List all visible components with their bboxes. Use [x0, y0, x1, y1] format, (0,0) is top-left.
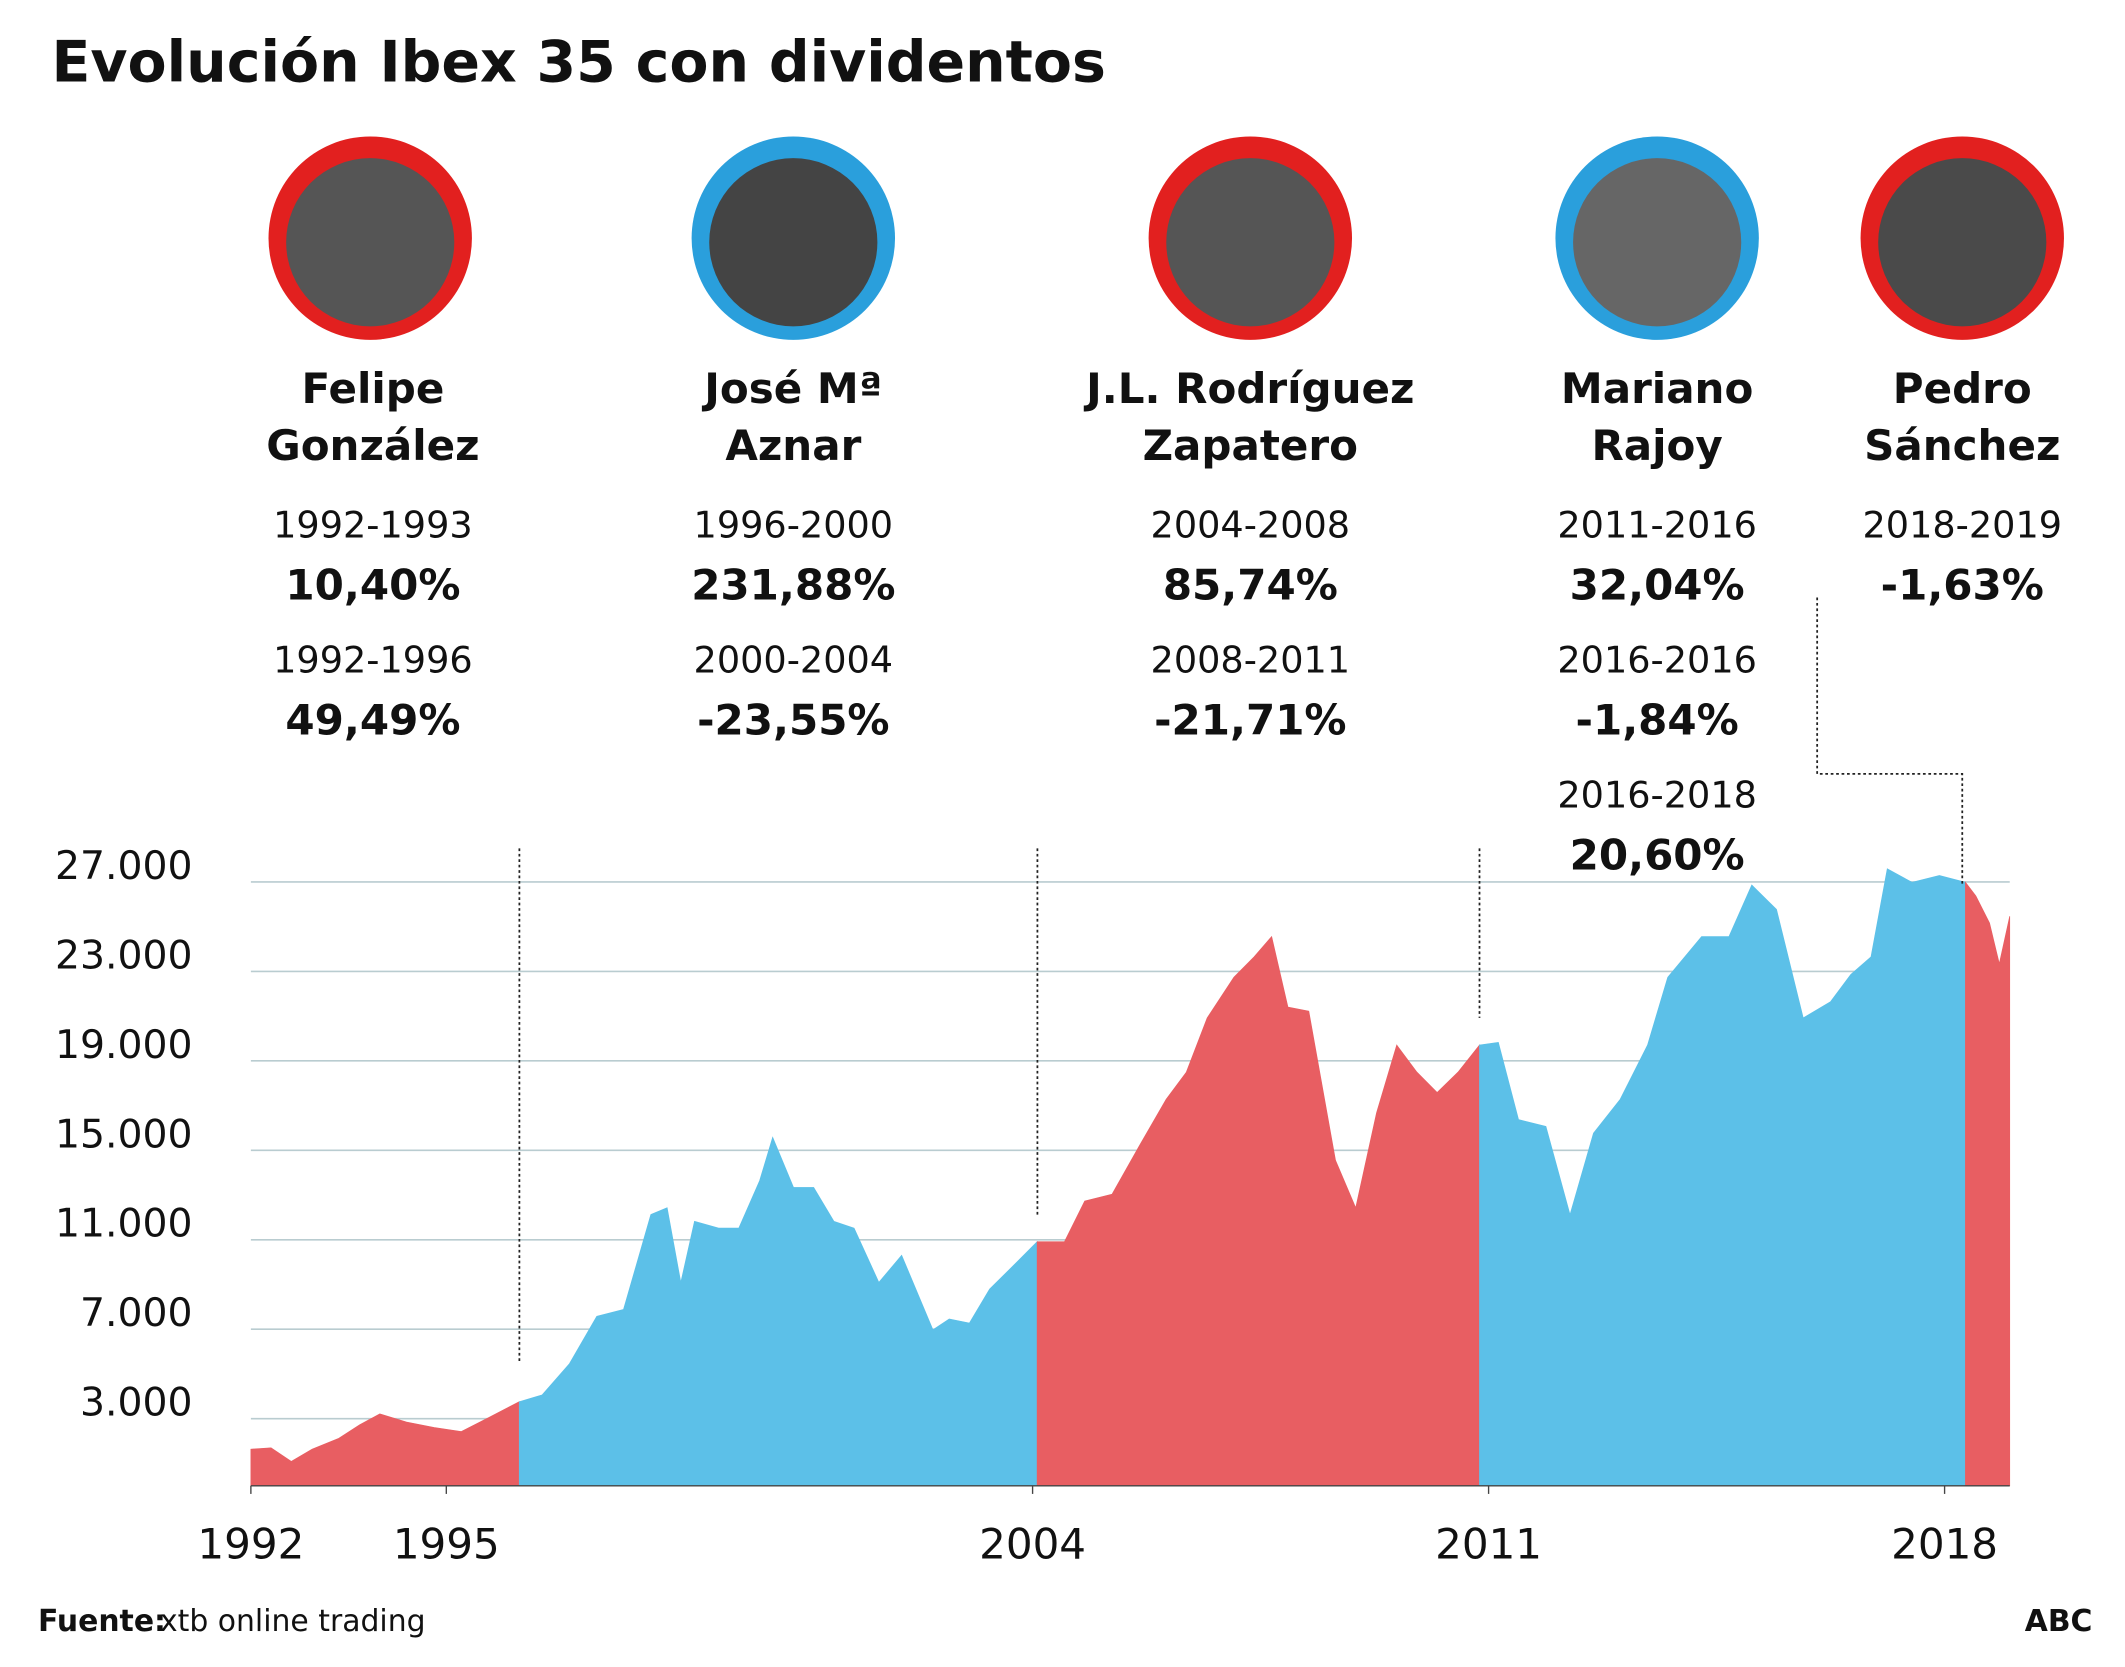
portraits	[268, 136, 2064, 340]
y-tick-label: 19.000	[55, 1023, 193, 1068]
divider	[1816, 597, 1964, 886]
x-tick-label: 1995	[393, 1519, 500, 1568]
change: -23,55%	[697, 695, 889, 744]
politician-name: Pedro	[1893, 364, 2032, 413]
government-labels: Felipe González 1992-1993 10,40% 1992-1996 49…	[266, 364, 2062, 879]
x-tick-label: 2011	[1435, 1519, 1542, 1568]
politician-name: González	[266, 421, 479, 470]
portrait	[286, 158, 455, 327]
politician-name: Aznar	[725, 421, 861, 470]
change: 85,74%	[1163, 561, 1338, 610]
period: 1996-2000	[694, 504, 894, 547]
period: 2000-2004	[694, 638, 894, 681]
source: xtb online trading	[160, 1604, 426, 1639]
politician-name: Zapatero	[1143, 421, 1358, 470]
x-tick-label: 1992	[197, 1519, 304, 1568]
change: 32,04%	[1570, 561, 1745, 610]
y-tick-label: 23.000	[55, 933, 193, 978]
politician-name: J.L. Rodríguez	[1083, 364, 1414, 413]
dividers	[518, 597, 1964, 1364]
area	[518, 1136, 1038, 1487]
y-tick-label: 3.000	[80, 1381, 193, 1426]
change: -1,84%	[1576, 695, 1739, 744]
politician-name: Felipe	[301, 364, 444, 413]
period: 2004-2008	[1151, 504, 1351, 547]
change: -21,71%	[1154, 695, 1346, 744]
politician-name: José Mª	[701, 364, 882, 413]
period: 2016-2016	[1557, 638, 1757, 681]
area	[250, 1401, 520, 1487]
area	[1965, 881, 2011, 1487]
period: 1992-1996	[273, 638, 473, 681]
source-label: Fuente:	[38, 1604, 166, 1639]
x-tick-label: 2018	[1891, 1519, 1998, 1568]
period: 2008-2011	[1151, 638, 1351, 681]
period: 2018-2019	[1862, 504, 2062, 547]
change: 20,60%	[1570, 830, 1745, 879]
plot: 3.000 7.000 11.000 15.000 19.000 23.000 27.000…	[55, 844, 2011, 1568]
area	[1036, 935, 1480, 1487]
politician-name: Mariano	[1561, 364, 1753, 413]
politician-name: Rajoy	[1591, 421, 1722, 470]
portrait	[1166, 158, 1335, 327]
period: 2016-2018	[1557, 773, 1757, 816]
change: 10,40%	[285, 561, 460, 610]
y-tick-label: 27.000	[55, 844, 193, 889]
change: 49,49%	[285, 695, 460, 744]
portrait	[1573, 158, 1742, 327]
credit: ABC	[2025, 1604, 2093, 1639]
area	[1479, 868, 1966, 1487]
change: -1,63%	[1881, 561, 2044, 610]
politician-name: Sánchez	[1864, 421, 2060, 470]
y-tick-label: 15.000	[55, 1112, 193, 1157]
portrait	[1878, 158, 2047, 327]
portrait	[709, 158, 878, 327]
x-tick-label: 2004	[979, 1519, 1086, 1568]
y-tick-label: 11.000	[55, 1202, 193, 1247]
chart-title: Evolución Ibex 35 con dividentos	[52, 30, 1106, 96]
y-tick-label: 7.000	[80, 1291, 193, 1336]
period: 2011-2016	[1557, 504, 1757, 547]
period: 1992-1993	[273, 504, 473, 547]
change: 231,88%	[691, 561, 895, 610]
